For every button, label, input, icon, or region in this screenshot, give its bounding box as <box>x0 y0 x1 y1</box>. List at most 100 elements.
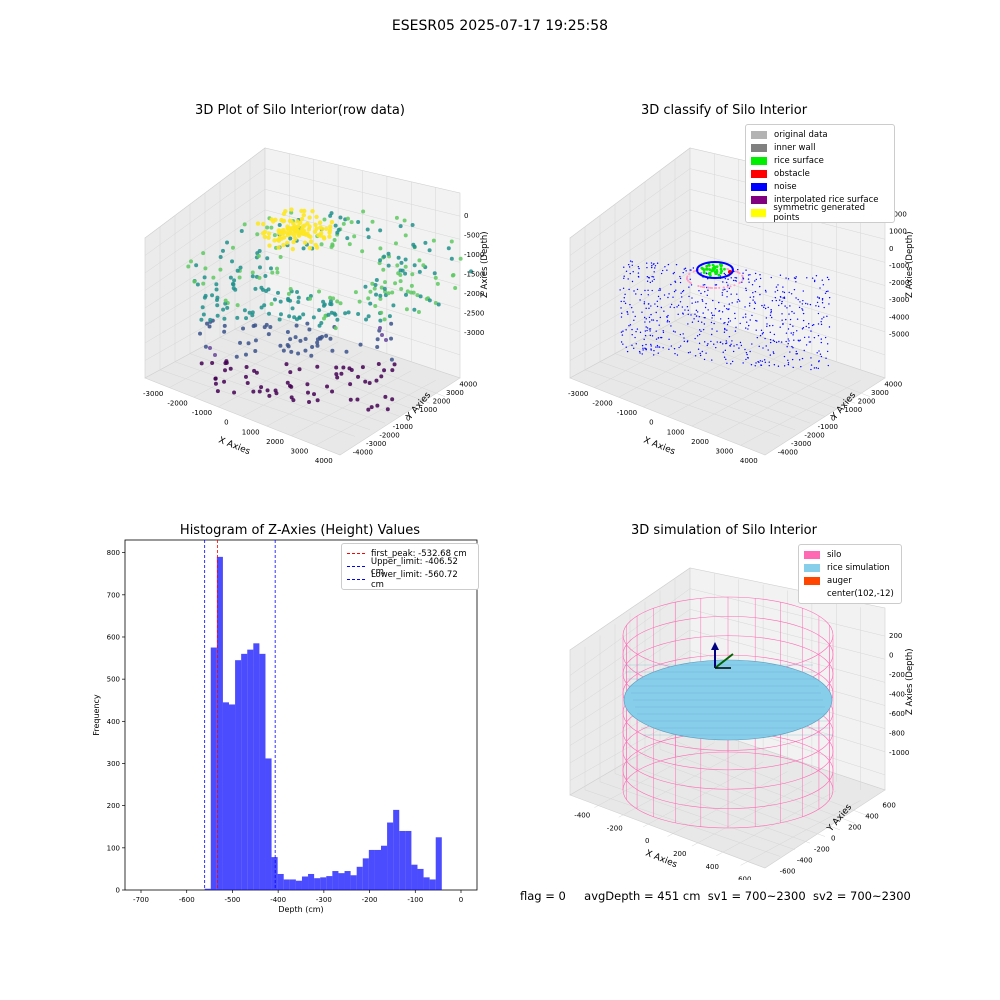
noise-point <box>654 265 657 267</box>
noise-point <box>696 335 699 337</box>
noise-point <box>811 277 814 279</box>
grid-line <box>644 757 841 831</box>
noise-point <box>755 278 758 281</box>
data-point <box>214 287 219 292</box>
noise-point <box>667 263 670 266</box>
noise-point <box>753 307 756 310</box>
noise-point <box>793 312 795 314</box>
noise-point <box>763 306 765 309</box>
data-point <box>412 263 417 268</box>
histogram-bar <box>241 653 248 890</box>
noise-point <box>728 287 731 290</box>
noise-point <box>700 321 703 323</box>
data-point <box>308 234 313 240</box>
noise-point <box>754 290 757 293</box>
data-point <box>389 321 394 326</box>
noise-point <box>722 289 724 291</box>
noise-point <box>692 267 695 269</box>
noise-point <box>783 296 786 298</box>
noise-point <box>732 350 735 353</box>
noise-point <box>744 348 746 351</box>
noise-point <box>792 325 794 327</box>
data-point <box>201 312 206 317</box>
noise-point <box>747 274 750 276</box>
data-point <box>370 219 375 224</box>
data-point <box>285 330 290 335</box>
data-point <box>358 342 363 347</box>
noise-point <box>689 351 691 353</box>
noise-point <box>825 357 827 359</box>
data-point <box>382 317 387 322</box>
data-point <box>220 248 225 253</box>
data-point <box>400 268 405 273</box>
noise-point <box>770 310 773 313</box>
noise-point <box>695 309 698 312</box>
noise-point <box>645 318 647 320</box>
y-axis-ticks: 0 100 200 300 400 500 600 700 800 <box>107 549 125 895</box>
grid-line <box>674 740 871 817</box>
histogram-bar <box>289 879 296 890</box>
noise-point <box>739 322 741 325</box>
grid-line <box>594 742 715 808</box>
data-point <box>262 303 267 308</box>
data-point <box>278 299 283 304</box>
interpolated-point <box>688 272 691 275</box>
noise-point <box>704 306 707 309</box>
data-point <box>186 264 191 269</box>
noise-point <box>751 284 754 286</box>
legend-label: silo <box>827 549 842 560</box>
noise-point <box>822 284 825 286</box>
data-point <box>468 269 473 274</box>
noise-point <box>745 358 747 361</box>
noise-point <box>704 284 706 286</box>
rice-surface-point <box>711 266 715 270</box>
x-tick-label: -100 <box>407 896 423 904</box>
legend-item-upper-limit: Upper_limit: -406.52 cm <box>347 557 473 577</box>
noise-point <box>726 323 729 326</box>
noise-point <box>774 296 777 299</box>
z-tick-label: 1000 <box>889 228 907 236</box>
y-tick-label: 500 <box>107 676 120 684</box>
data-point <box>315 340 320 345</box>
noise-point <box>824 292 827 295</box>
noise-point <box>702 284 704 286</box>
noise-point <box>802 327 805 329</box>
noise-point <box>738 347 740 349</box>
data-point <box>256 253 261 258</box>
rice-surface-point <box>715 270 719 274</box>
x-tick-label: -200 <box>362 896 378 904</box>
data-point <box>267 311 272 316</box>
noise-point <box>782 286 784 288</box>
data-point <box>347 366 352 371</box>
interpolated-point <box>692 270 695 273</box>
interpolated-point <box>734 270 737 273</box>
noise-point <box>762 332 764 334</box>
noise-point <box>752 299 754 301</box>
noise-point <box>749 350 751 353</box>
noise-point <box>777 365 780 367</box>
data-point <box>288 218 293 224</box>
x-tick-label: -700 <box>133 896 149 904</box>
noise-point <box>749 319 751 321</box>
noise-point <box>775 299 777 302</box>
legend-item-original-data: original data <box>751 128 889 141</box>
noise-point <box>650 313 652 316</box>
grid-line <box>218 341 339 408</box>
z-tick-label: -800 <box>889 730 905 738</box>
z-tick-label: 0 <box>889 651 893 659</box>
interpolated-point <box>726 285 729 288</box>
x-tick-label: -2000 <box>592 399 612 407</box>
raw-point-cloud <box>186 207 473 412</box>
data-point <box>284 362 289 367</box>
legend-swatch <box>751 195 767 204</box>
y-tick-label: 0 <box>116 887 120 895</box>
data-point <box>380 333 384 337</box>
noise-point <box>815 305 817 307</box>
y-tick-label: -3000 <box>791 440 811 448</box>
data-point <box>253 349 258 354</box>
data-point <box>361 209 366 214</box>
noise-point <box>801 328 804 330</box>
data-point <box>188 259 193 264</box>
noise-point <box>792 366 794 369</box>
noise-point <box>781 313 783 315</box>
